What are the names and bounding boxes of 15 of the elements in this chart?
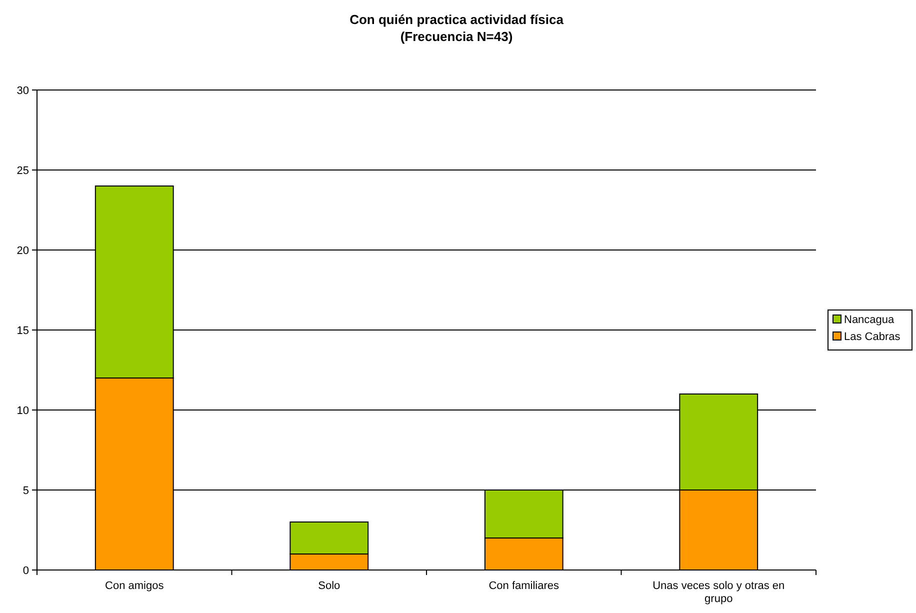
legend-label: Las Cabras <box>844 330 901 343</box>
y-tick-label: 0 <box>22 564 29 577</box>
chart-subtitle: (Frecuencia N=43) <box>400 29 513 44</box>
chart-title: Con quién practica actividad física <box>350 12 564 27</box>
y-tick-label: 10 <box>16 404 29 417</box>
x-tick-label: Con amigos <box>105 580 164 592</box>
y-tick-label: 30 <box>16 84 29 97</box>
y-tick-label: 25 <box>16 164 29 177</box>
x-tick-label: Solo <box>318 580 340 592</box>
x-tick-label: Con familiares <box>488 580 560 592</box>
y-tick-label: 15 <box>16 324 29 337</box>
y-tick-label: 5 <box>22 484 29 497</box>
x-tick-label: Unas veces solo y otras en grupo <box>652 580 785 605</box>
legend-label: Nancagua <box>844 314 896 326</box>
y-tick-label: 20 <box>16 244 29 257</box>
